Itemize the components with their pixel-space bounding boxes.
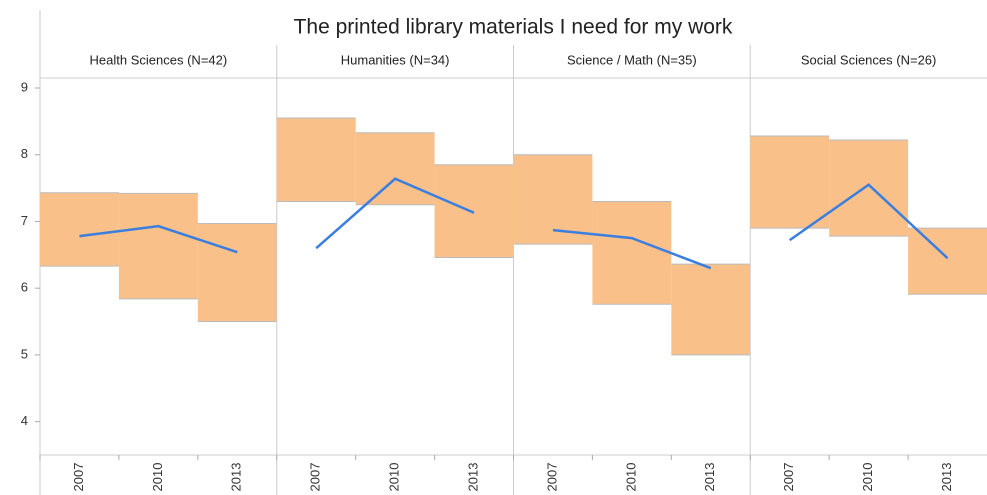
- mean-line: [552, 228, 712, 270]
- range-band: [908, 228, 987, 295]
- range-band: [118, 193, 198, 299]
- x-tick-label: 2007: [544, 463, 559, 492]
- panel-title: Social Sciences (N=26): [801, 52, 936, 67]
- chart-title: The printed library materials I need for…: [294, 16, 733, 39]
- x-tick-label: 2010: [623, 463, 638, 492]
- y-tick-label: 5: [21, 346, 28, 361]
- mean-line: [315, 177, 475, 250]
- panel-title: Science / Math (N=35): [567, 52, 697, 67]
- band-edge: [40, 192, 119, 267]
- x-tick-label: 2013: [939, 463, 954, 492]
- panel-title: Humanities (N=34): [341, 52, 450, 67]
- band-edge: [513, 154, 593, 245]
- mean-line: [79, 224, 238, 254]
- band-edge: [276, 117, 356, 202]
- range-band: [276, 118, 356, 202]
- x-tick-label: 2013: [229, 463, 244, 492]
- range-band: [513, 154, 593, 245]
- range-band: [355, 132, 435, 205]
- range-band: [750, 136, 830, 229]
- band-edge: [750, 135, 830, 229]
- panel-title: Health Sciences (N=42): [90, 52, 228, 67]
- band-edge: [592, 200, 672, 305]
- band-edge: [355, 132, 435, 206]
- band-edge: [908, 227, 987, 295]
- x-tick-label: 2010: [150, 463, 165, 492]
- band-edge: [434, 164, 514, 258]
- x-tick-label: 2010: [387, 463, 402, 492]
- x-tick-label: 2007: [308, 463, 323, 492]
- x-tick-label: 2010: [860, 463, 875, 492]
- band-edge: [118, 192, 198, 300]
- band-edge: [671, 263, 751, 356]
- y-tick-label: 9: [21, 79, 28, 94]
- range-band: [197, 223, 277, 322]
- y-tick-label: 8: [21, 146, 28, 161]
- range-band: [592, 201, 672, 305]
- y-tick-label: 7: [21, 213, 28, 228]
- x-tick-label: 2013: [702, 463, 717, 492]
- range-band: [671, 264, 751, 355]
- mean-line: [788, 183, 949, 260]
- band-edge: [829, 139, 909, 237]
- band-edge: [197, 222, 277, 323]
- x-tick-label: 2007: [781, 463, 796, 492]
- y-tick-label: 6: [21, 280, 28, 295]
- range-band: [829, 140, 909, 237]
- range-band: [434, 164, 514, 258]
- x-tick-label: 2013: [465, 463, 480, 492]
- x-tick-label: 2007: [71, 463, 86, 492]
- y-tick-label: 4: [21, 413, 28, 428]
- range-band: [40, 192, 119, 267]
